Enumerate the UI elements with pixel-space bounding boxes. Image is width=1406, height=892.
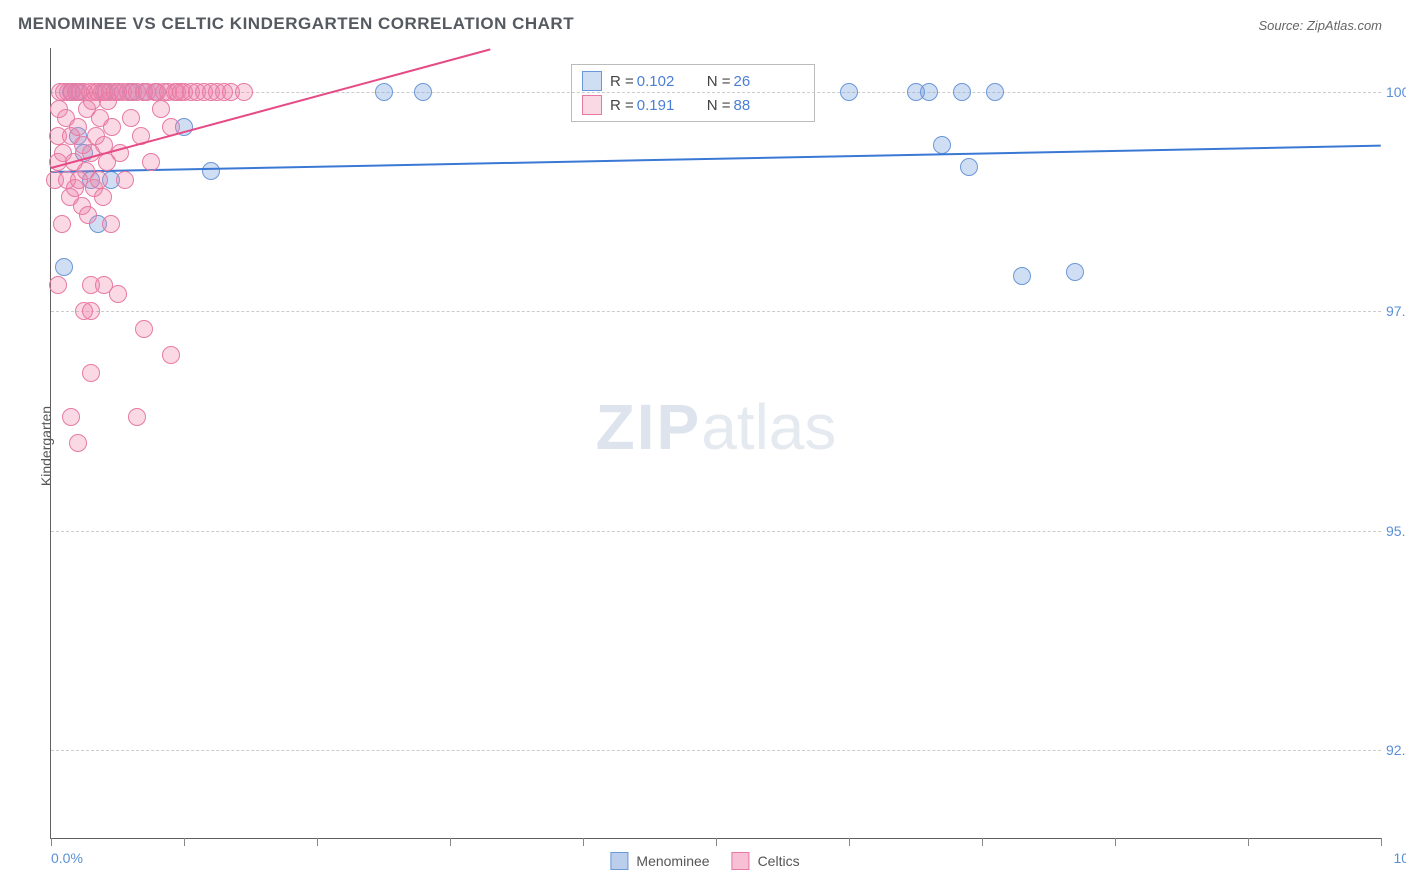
x-tick-mark <box>51 838 52 846</box>
swatch-menominee <box>582 71 602 91</box>
stats-row-menominee: R = 0.102 N = 26 <box>582 69 804 93</box>
stats-legend-box: R = 0.102 N = 26 R = 0.191 N = 88 <box>571 64 815 122</box>
bottom-legend: Menominee Celtics <box>610 852 821 870</box>
data-point <box>142 153 160 171</box>
watermark-part1: ZIP <box>596 391 702 463</box>
legend-label-menominee: Menominee <box>636 853 709 869</box>
chart-container: MENOMINEE VS CELTIC KINDERGARTEN CORRELA… <box>0 0 1406 892</box>
n-value-menominee: 26 <box>734 73 784 90</box>
watermark: ZIPatlas <box>596 390 837 464</box>
data-point <box>102 215 120 233</box>
data-point <box>122 109 140 127</box>
x-tick-mark <box>317 838 318 846</box>
x-tick-mark <box>849 838 850 846</box>
y-tick-label: 92.5% <box>1386 742 1406 758</box>
gridline-h <box>51 311 1381 312</box>
r-value-menominee: 0.102 <box>637 73 687 90</box>
data-point <box>953 83 971 101</box>
data-point <box>152 100 170 118</box>
data-point <box>109 285 127 303</box>
data-point <box>79 206 97 224</box>
trend-line <box>51 145 1381 173</box>
data-point <box>235 83 253 101</box>
legend-swatch-celtics <box>732 852 750 870</box>
data-point <box>960 158 978 176</box>
data-point <box>82 364 100 382</box>
data-point <box>62 408 80 426</box>
x-axis-min-label: 0.0% <box>51 850 83 866</box>
data-point <box>90 171 108 189</box>
x-tick-mark <box>1115 838 1116 846</box>
data-point <box>55 258 73 276</box>
data-point <box>1066 263 1084 281</box>
source-label: Source: ZipAtlas.com <box>1258 18 1382 33</box>
stats-row-celtics: R = 0.191 N = 88 <box>582 93 804 117</box>
data-point <box>202 162 220 180</box>
x-tick-mark <box>1248 838 1249 846</box>
data-point <box>375 83 393 101</box>
x-tick-mark <box>982 838 983 846</box>
y-tick-label: 95.0% <box>1386 523 1406 539</box>
gridline-h <box>51 750 1381 751</box>
data-point <box>840 83 858 101</box>
x-tick-mark <box>1381 838 1382 846</box>
data-point <box>103 118 121 136</box>
data-point <box>162 346 180 364</box>
y-tick-label: 100.0% <box>1386 84 1406 100</box>
data-point <box>69 434 87 452</box>
plot-area: ZIPatlas R = 0.102 N = 26 R = 0.191 N = … <box>50 48 1381 839</box>
x-tick-mark <box>716 838 717 846</box>
x-tick-mark <box>184 838 185 846</box>
chart-title: MENOMINEE VS CELTIC KINDERGARTEN CORRELA… <box>18 14 574 34</box>
data-point <box>135 320 153 338</box>
data-point <box>82 302 100 320</box>
n-label: N = <box>707 97 731 114</box>
n-value-celtics: 88 <box>734 97 784 114</box>
y-tick-label: 97.5% <box>1386 303 1406 319</box>
swatch-celtics <box>582 95 602 115</box>
n-label: N = <box>707 73 731 90</box>
data-point <box>53 215 71 233</box>
data-point <box>49 276 67 294</box>
data-point <box>128 408 146 426</box>
x-tick-mark <box>583 838 584 846</box>
data-point <box>920 83 938 101</box>
data-point <box>116 171 134 189</box>
x-axis-max-label: 100.0% <box>1394 850 1406 866</box>
r-label: R = <box>610 73 634 90</box>
r-label: R = <box>610 97 634 114</box>
legend-swatch-menominee <box>610 852 628 870</box>
legend-label-celtics: Celtics <box>758 853 800 869</box>
data-point <box>94 188 112 206</box>
data-point <box>414 83 432 101</box>
trend-line <box>51 48 490 168</box>
x-tick-mark <box>450 838 451 846</box>
data-point <box>933 136 951 154</box>
data-point <box>69 118 87 136</box>
data-point <box>986 83 1004 101</box>
watermark-part2: atlas <box>701 391 836 463</box>
r-value-celtics: 0.191 <box>637 97 687 114</box>
gridline-h <box>51 531 1381 532</box>
data-point <box>1013 267 1031 285</box>
